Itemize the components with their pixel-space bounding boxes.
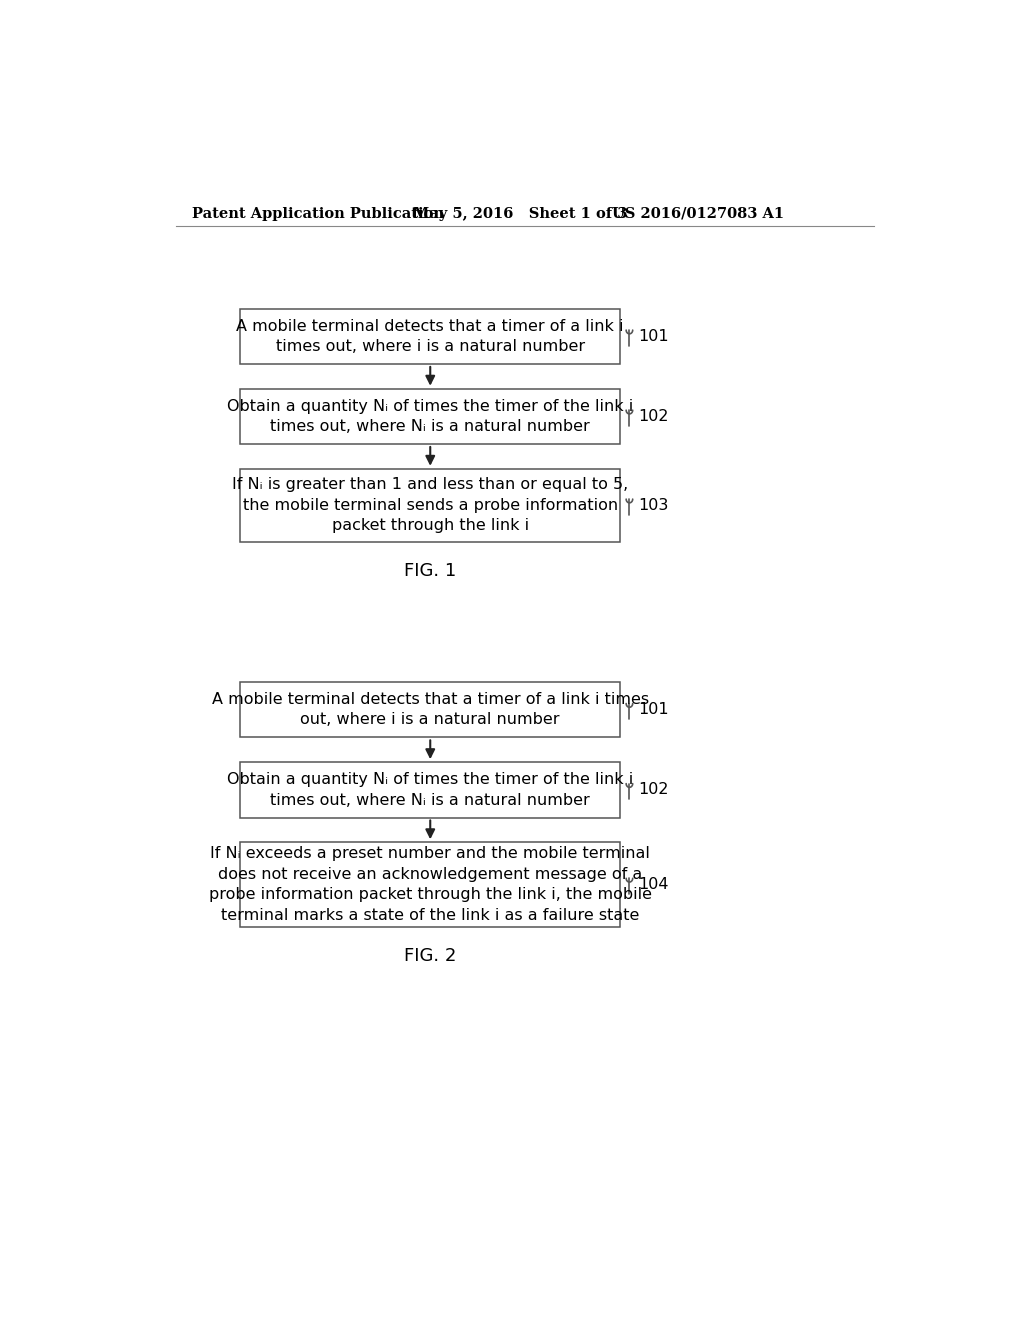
Text: A mobile terminal detects that a timer of a link i times
out, where i is a natur: A mobile terminal detects that a timer o… — [212, 692, 649, 727]
Text: FIG. 2: FIG. 2 — [404, 948, 457, 965]
Text: 103: 103 — [639, 498, 669, 512]
Text: 101: 101 — [639, 702, 670, 717]
Text: May 5, 2016   Sheet 1 of 3: May 5, 2016 Sheet 1 of 3 — [414, 207, 628, 220]
Text: 102: 102 — [639, 409, 670, 424]
Text: US 2016/0127083 A1: US 2016/0127083 A1 — [612, 207, 784, 220]
Text: If Nᵢ is greater than 1 and less than or equal to 5,
the mobile terminal sends a: If Nᵢ is greater than 1 and less than or… — [232, 478, 629, 533]
Bar — [241, 842, 621, 927]
Text: FIG. 1: FIG. 1 — [404, 562, 457, 579]
Text: If Nᵢ exceeds a preset number and the mobile terminal
does not receive an acknow: If Nᵢ exceeds a preset number and the mo… — [209, 846, 651, 923]
Text: 102: 102 — [639, 783, 670, 797]
Text: 101: 101 — [639, 329, 670, 343]
Text: 104: 104 — [639, 876, 670, 892]
Bar — [241, 682, 621, 738]
Bar — [241, 762, 621, 817]
Text: Obtain a quantity Nᵢ of times the timer of the link i
times out, where Nᵢ is a n: Obtain a quantity Nᵢ of times the timer … — [227, 772, 634, 808]
Bar — [241, 309, 621, 364]
Bar — [241, 388, 621, 444]
Text: A mobile terminal detects that a timer of a link i
times out, where i is a natur: A mobile terminal detects that a timer o… — [237, 318, 624, 354]
Text: Obtain a quantity Nᵢ of times the timer of the link i
times out, where Nᵢ is a n: Obtain a quantity Nᵢ of times the timer … — [227, 399, 634, 434]
Bar — [241, 469, 621, 541]
Text: Patent Application Publication: Patent Application Publication — [191, 207, 443, 220]
